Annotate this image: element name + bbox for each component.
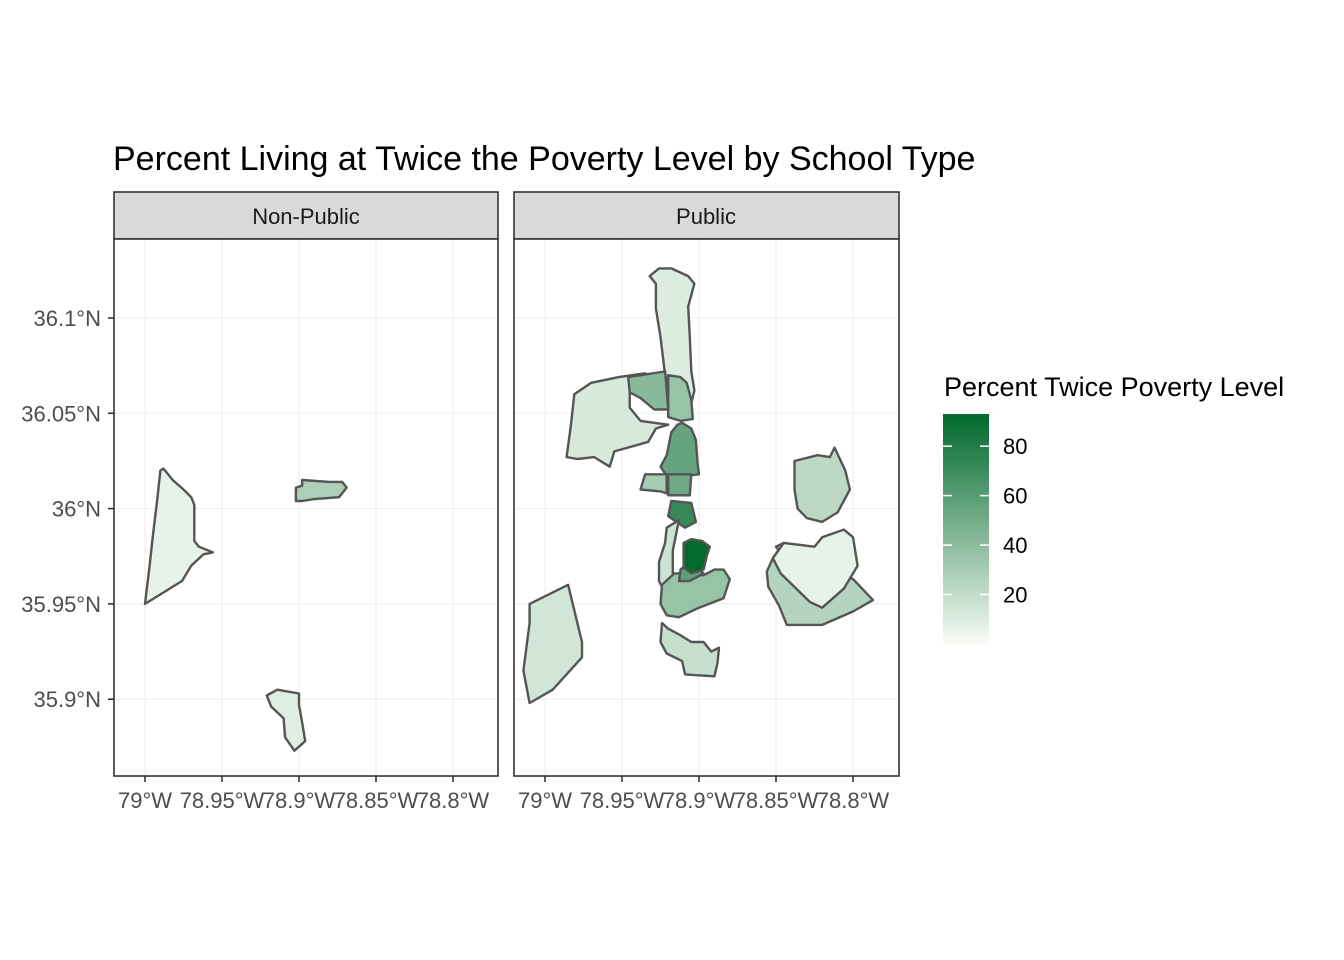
regions-non-public — [143, 467, 348, 752]
region-public-12 — [659, 621, 721, 678]
y-tick-label-2: 36°N — [52, 497, 101, 522]
region-public-8 — [657, 518, 681, 598]
region-public-6 — [667, 473, 693, 497]
panel-border-public — [513, 238, 900, 777]
x-tick-label-2: 78.9°W — [263, 788, 336, 813]
region-public-3 — [667, 374, 694, 423]
legend-tick-label-0: 20 — [1003, 583, 1027, 608]
y-tick-label-3: 35.95°N — [21, 592, 101, 617]
x-tick-label-3: 78.85°W — [334, 788, 419, 813]
facet-panel-public: Public — [513, 191, 900, 777]
panel-border-non-public — [113, 238, 499, 777]
x-tick-label-1: 78.95°W — [180, 788, 265, 813]
region-public-11 — [682, 537, 711, 575]
facet-label-non-public: Non-Public — [252, 204, 360, 229]
facet-label-public: Public — [676, 204, 736, 229]
region-public-16 — [793, 446, 852, 524]
legend-tick-label-2: 60 — [1003, 484, 1027, 509]
legend-colorbar — [943, 414, 989, 644]
x-tick-label-0: 79°W — [518, 788, 572, 813]
region-public-15 — [771, 528, 859, 609]
facet-panel-non-public: Non-Public — [113, 191, 499, 777]
region-public-5 — [639, 473, 668, 495]
facet-strip-non-public — [113, 191, 499, 240]
legend: Percent Twice Poverty Level 20 40 60 80 — [943, 372, 1284, 644]
chart-title: Percent Living at Twice the Poverty Leve… — [113, 140, 975, 178]
x-tick-label-4: 78.8°W — [817, 788, 890, 813]
region-public-9 — [659, 568, 731, 619]
legend-tick-label-3: 80 — [1003, 434, 1027, 459]
legend-title: Percent Twice Poverty Level — [944, 372, 1284, 402]
region-public-0 — [648, 267, 696, 411]
region-public-2 — [627, 370, 670, 411]
region-public-1 — [565, 372, 670, 468]
region-non-public-0 — [143, 467, 215, 606]
x-tick-label-1: 78.95°W — [580, 788, 665, 813]
y-tick-label-1: 36.05°N — [21, 401, 101, 426]
facet-strip-public — [513, 191, 900, 240]
legend-tick-label-1: 40 — [1003, 533, 1027, 558]
y-tick-label-4: 35.9°N — [33, 687, 101, 712]
legend-ticks: 20 40 60 80 — [943, 434, 1027, 608]
x-tick-label-3: 78.85°W — [734, 788, 819, 813]
regions-public — [522, 267, 875, 705]
region-non-public-1 — [294, 478, 348, 503]
y-axis: 36.1°N 36.05°N 36°N 35.95°N 35.9°N — [21, 306, 114, 712]
region-public-13 — [522, 583, 584, 705]
x-axis-non-public: 79°W 78.95°W78.9°W78.85°W78.8°W — [118, 776, 489, 813]
x-axis-public: 79°W 78.95°W78.9°W78.85°W78.8°W — [518, 776, 889, 813]
region-non-public-2 — [265, 688, 307, 752]
y-tick-label-0: 36.1°N — [33, 306, 101, 331]
region-public-7 — [667, 499, 698, 529]
x-tick-label-0: 79°W — [118, 788, 172, 813]
x-tick-label-4: 78.8°W — [417, 788, 490, 813]
x-tick-label-2: 78.9°W — [663, 788, 736, 813]
